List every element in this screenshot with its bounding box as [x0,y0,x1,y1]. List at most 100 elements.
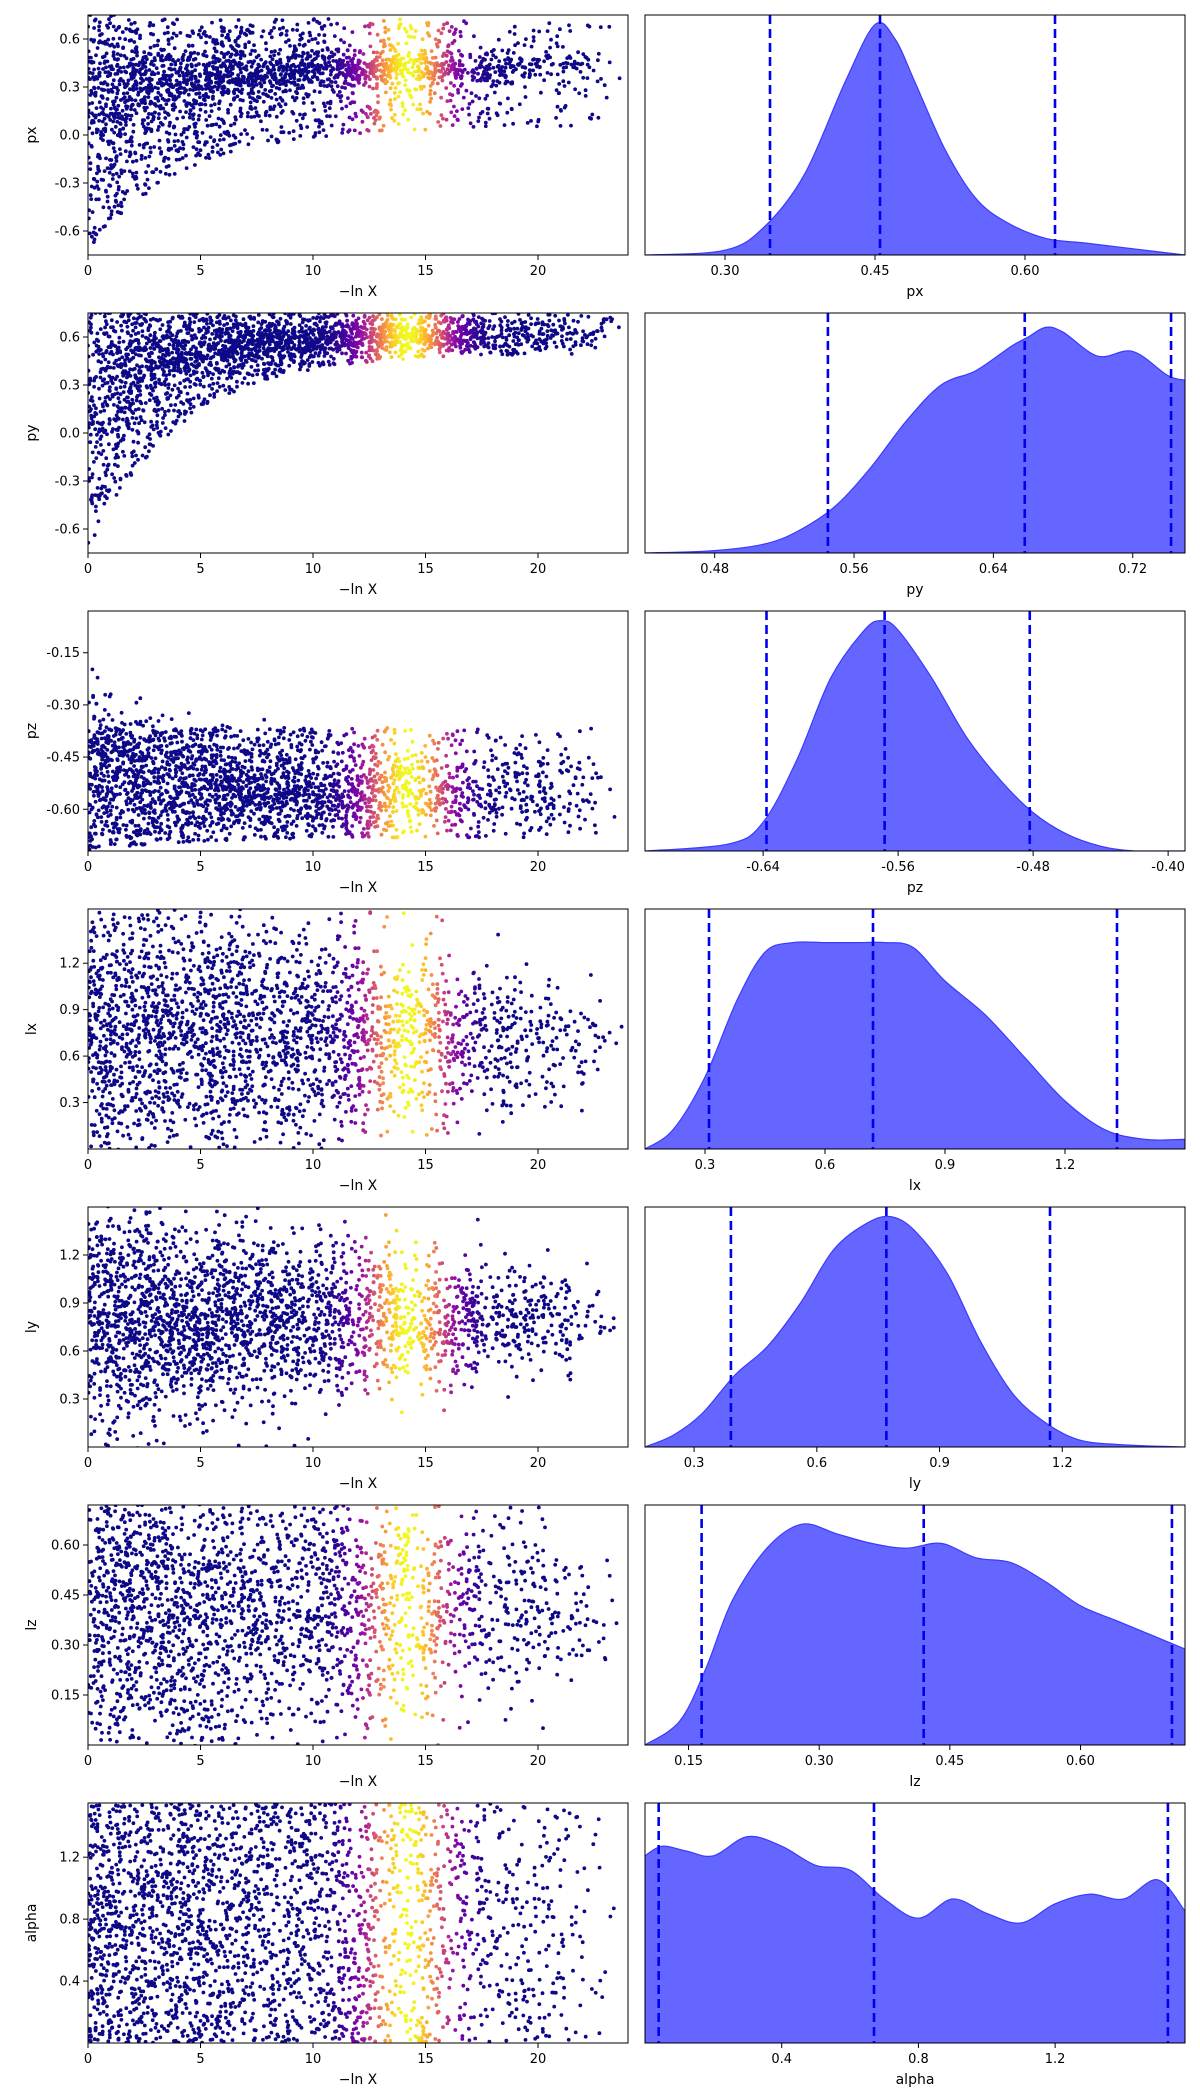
sample-point [212,102,217,107]
sample-point [229,123,233,128]
sample-point [103,428,108,433]
sample-point [112,417,117,421]
sample-point [128,385,133,390]
sample-point [460,70,465,75]
sample-point [95,179,100,184]
sample-point [261,320,266,324]
sample-point [110,472,114,477]
sample-point [109,15,113,18]
sample-point [394,58,399,62]
sample-point [418,84,423,89]
sample-point [128,342,133,347]
sample-point [481,56,486,61]
sample-point [182,419,187,423]
sample-point [281,68,285,73]
sample-point [156,98,161,103]
sample-point [507,333,512,338]
sample-point [517,102,522,107]
sample-point [195,363,200,368]
sample-point [168,393,173,398]
sample-point [190,74,194,78]
sample-point [542,78,546,83]
trace-panel-py−ln X: -0.6-0.30.00.30.6py0 5 10 15 20−ln X [24,312,629,598]
sample-point [342,26,347,31]
sample-point [117,210,122,215]
sample-point [313,351,318,355]
sample-point [513,342,518,347]
sample-point [176,314,181,319]
sample-point [220,330,224,335]
sample-point [451,331,455,336]
sample-point [131,159,135,164]
sample-point [375,50,379,55]
sample-point [220,33,225,38]
sample-point [358,66,362,71]
sample-point [210,149,215,154]
sample-point [441,116,445,121]
sample-point [187,115,192,120]
sample-point [260,127,265,132]
sample-point [529,119,533,123]
trace-panel-px−ln X: -0.6-0.30.00.30.6px0 5 10 15 20−ln X [24,14,629,300]
sample-point [109,106,113,111]
sample-point [516,313,521,316]
sample-point [230,71,235,76]
sample-point [215,143,220,147]
sample-point [155,420,159,424]
sample-point [94,53,98,58]
sample-point [120,108,125,113]
sample-point [284,40,288,44]
sample-point [146,122,151,126]
sample-point [578,70,583,74]
sample-point [140,329,145,334]
sample-point [212,46,217,51]
sample-point [150,386,155,391]
sample-point [184,339,189,344]
sample-point [137,377,142,381]
sample-point [204,66,209,71]
sample-point [231,325,236,330]
sample-point [419,317,424,322]
sample-point [184,410,189,414]
sample-point [191,31,196,35]
sample-point [243,128,247,133]
sample-point [328,114,332,119]
sample-point [118,53,123,58]
sample-point [105,432,109,437]
sample-point [94,127,99,132]
sample-point [258,81,262,85]
sample-point [291,80,296,84]
sample-point [248,100,253,105]
sample-point [453,30,457,35]
sample-point [169,403,173,408]
sample-point [97,20,102,25]
sample-point [498,70,503,75]
sample-point [217,319,222,324]
sample-point [109,318,114,323]
sample-point [319,119,324,124]
sample-point [542,59,546,64]
sample-point [184,127,189,131]
sample-point [112,361,117,366]
sample-point [100,383,105,388]
sample-point [188,397,193,402]
sample-point [155,180,160,185]
sample-point [305,125,310,129]
sample-point [339,38,343,42]
sample-point [512,24,517,29]
sample-point [180,70,185,75]
sample-point [589,343,594,348]
sample-point [305,70,310,75]
sample-point [310,330,315,335]
sample-point [459,52,463,57]
sample-point [162,369,166,374]
sample-point [523,328,528,333]
sample-point [164,130,169,135]
sample-point [96,167,101,172]
sample-point [211,37,216,42]
sample-point [107,205,111,210]
sample-point [131,66,136,70]
sample-point [419,333,423,337]
sample-point [150,112,154,116]
sample-point [148,21,153,25]
